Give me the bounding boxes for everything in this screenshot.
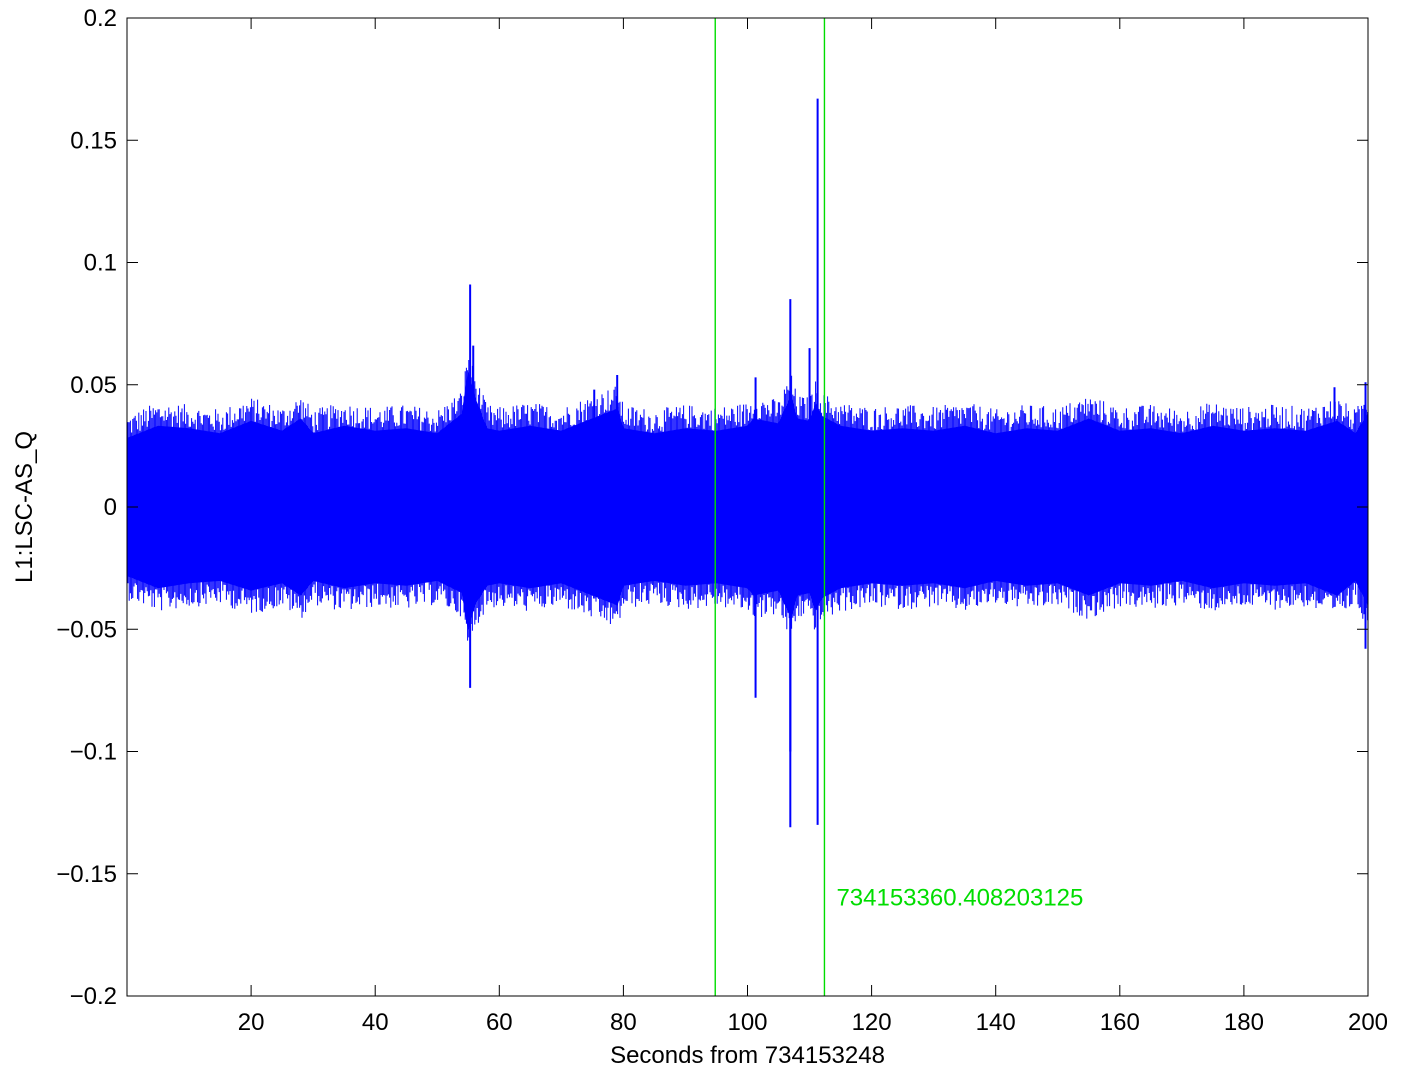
y-tick-label: −0.05	[56, 616, 117, 643]
x-tick-label: 100	[727, 1009, 767, 1036]
y-tick-label: 0	[104, 494, 117, 521]
x-tick-label: 140	[976, 1009, 1016, 1036]
y-tick-label: −0.1	[70, 739, 117, 766]
y-tick-label: −0.2	[70, 983, 117, 1010]
y-tick-label: 0.15	[70, 127, 117, 154]
y-axis-label: L1:LSC-AS_Q	[11, 431, 38, 583]
x-tick-label: 40	[362, 1009, 389, 1036]
y-tick-label: −0.15	[56, 861, 117, 888]
y-tick-label: 0.05	[70, 372, 117, 399]
x-tick-label: 20	[238, 1009, 265, 1036]
markers-layer: 734153360.408203125	[714, 18, 1083, 996]
y-tick-label: 0.1	[84, 250, 117, 277]
x-tick-label: 200	[1348, 1009, 1388, 1036]
x-tick-label: 60	[486, 1009, 513, 1036]
x-tick-label: 120	[852, 1009, 892, 1036]
marker-label: 734153360.408203125	[836, 885, 1083, 912]
y-tick-label: 0.2	[84, 5, 117, 32]
x-tick-label: 180	[1224, 1009, 1264, 1036]
x-tick-label: 160	[1100, 1009, 1140, 1036]
ticks-layer: 20 40 60 80 100 120 140 160 180 200 −0.2 −0.15 −0.1 −…	[56, 5, 1388, 1036]
x-tick-label: 80	[610, 1009, 637, 1036]
x-axis-label: Seconds from 734153248	[610, 1042, 885, 1069]
